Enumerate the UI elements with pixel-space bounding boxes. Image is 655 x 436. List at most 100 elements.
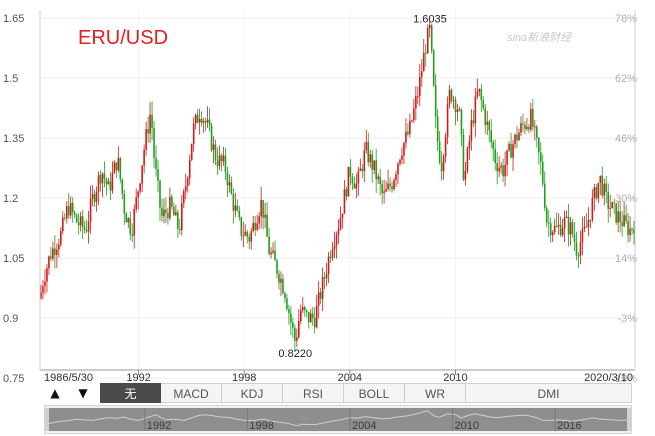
candle-body (119, 157, 122, 180)
candle-body (623, 215, 625, 227)
candle (440, 150, 443, 181)
navigator-window[interactable] (49, 408, 627, 431)
candle-body (238, 210, 241, 218)
candle-body (631, 228, 633, 230)
candle (430, 23, 433, 54)
candle-body (329, 256, 332, 258)
tab-kdj[interactable]: KDJ (222, 383, 283, 403)
candle-body (236, 205, 239, 211)
candle-body (532, 109, 534, 127)
candle-body (323, 277, 326, 279)
navigator-right-handle[interactable] (627, 408, 631, 431)
candle-body (494, 149, 496, 164)
candle (276, 258, 278, 279)
candle-body (73, 212, 76, 215)
candle (95, 186, 98, 212)
candle (579, 230, 582, 265)
candle-body (551, 232, 554, 236)
candle-body (301, 306, 304, 311)
candle (335, 231, 338, 259)
tab-macd[interactable]: MACD (161, 383, 222, 403)
candle (444, 132, 447, 163)
range-navigator[interactable]: 1992 1998 2004 2010 2016 (44, 405, 632, 434)
candle-body (337, 229, 340, 235)
candle (309, 309, 312, 323)
candle-body (311, 313, 314, 319)
candle-body (365, 141, 368, 151)
candle (492, 139, 494, 162)
candle (182, 188, 185, 208)
candle-body (103, 173, 106, 179)
candle (407, 122, 409, 137)
candle (633, 221, 635, 245)
tab-dmi[interactable]: DMI (466, 383, 632, 403)
candle (256, 214, 258, 232)
candle-body (42, 286, 44, 293)
candle-body (500, 165, 502, 168)
candle (490, 119, 493, 149)
candle-body (516, 134, 518, 141)
candle-body (264, 214, 266, 218)
tab-wr[interactable]: WR (405, 383, 466, 403)
candle-body (335, 234, 338, 246)
candle (56, 243, 58, 269)
candle (460, 108, 463, 147)
candle-body (426, 28, 429, 54)
candle (545, 205, 548, 228)
navigator-tick-label: 1998 (249, 420, 273, 432)
candle-body (536, 126, 538, 138)
candle-body (167, 213, 169, 219)
candle (432, 48, 435, 87)
scroll-down-button[interactable]: ▼ (72, 384, 94, 402)
candle-body (520, 123, 522, 133)
candle-body (286, 298, 288, 310)
navigator-left-handle[interactable] (45, 408, 49, 431)
candle-body (492, 142, 494, 150)
candle-body (339, 218, 342, 230)
candle (262, 200, 264, 230)
candle-body (95, 191, 98, 203)
candle-body (298, 321, 300, 338)
candle (254, 216, 256, 237)
candle (534, 119, 536, 141)
candle-body (149, 114, 151, 134)
candle (111, 161, 114, 194)
candle (496, 152, 498, 185)
candle (333, 231, 336, 258)
candle (595, 184, 598, 201)
scroll-up-button[interactable]: ▲ (44, 384, 66, 402)
tab-none[interactable]: 无 (100, 383, 161, 403)
tab-boll[interactable]: BOLL (344, 383, 405, 403)
candle (522, 113, 524, 133)
candle-body (303, 306, 306, 311)
candle (405, 118, 407, 149)
candle-body (97, 175, 100, 192)
candle (343, 179, 346, 214)
candle (448, 85, 451, 109)
candle (151, 101, 153, 141)
candle (482, 96, 485, 111)
candle (480, 84, 483, 113)
candle (331, 241, 334, 262)
candle (123, 189, 126, 225)
candle (220, 153, 223, 172)
candle-body (353, 183, 356, 189)
candle (101, 172, 104, 198)
candle (226, 166, 229, 197)
candle (81, 210, 84, 239)
candle-body (534, 126, 536, 128)
candle (472, 110, 475, 128)
candle-body (627, 221, 629, 236)
candle (591, 189, 594, 223)
candle (250, 228, 253, 250)
candle-body (300, 310, 302, 322)
candle (508, 141, 510, 152)
candle-body (153, 127, 155, 159)
candle (597, 182, 600, 204)
candle-body (405, 131, 407, 143)
candle-body (510, 143, 512, 158)
tab-rsi[interactable]: RSI (283, 383, 344, 403)
navigator-tick-label: 1992 (147, 420, 171, 432)
candle-body (561, 228, 564, 236)
candle (466, 146, 469, 174)
